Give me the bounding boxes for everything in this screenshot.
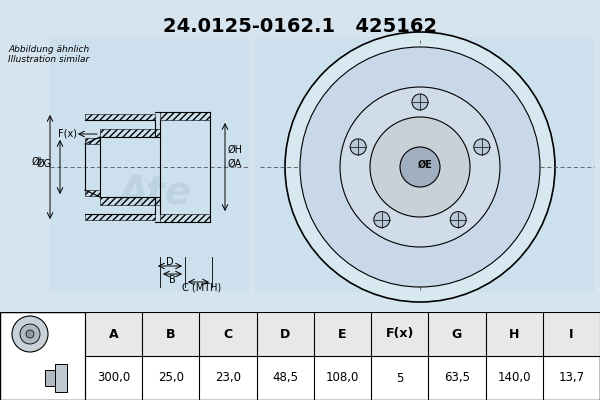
- Text: 23,0: 23,0: [215, 372, 241, 384]
- Text: 13,7: 13,7: [559, 372, 584, 384]
- Circle shape: [12, 316, 48, 352]
- Text: Ate: Ate: [378, 160, 462, 204]
- Text: ØA: ØA: [228, 159, 242, 169]
- Text: Illustration similar: Illustration similar: [8, 56, 89, 64]
- Circle shape: [340, 87, 500, 247]
- Circle shape: [350, 139, 366, 155]
- Text: I: I: [569, 328, 574, 340]
- Circle shape: [412, 94, 428, 110]
- Bar: [50, 37, 250, 292]
- Circle shape: [374, 212, 390, 228]
- Text: F(x): F(x): [58, 129, 77, 139]
- Text: ØG: ØG: [37, 159, 52, 169]
- Bar: [45, 370, 55, 386]
- Circle shape: [26, 330, 34, 338]
- Bar: [160, 214, 210, 222]
- Text: B: B: [166, 328, 176, 340]
- Bar: [255, 37, 595, 292]
- Bar: [85, 138, 100, 144]
- Text: B: B: [169, 275, 175, 285]
- Text: D: D: [166, 257, 174, 267]
- Text: G: G: [452, 328, 462, 340]
- Text: C: C: [223, 328, 233, 340]
- Text: Ate: Ate: [119, 173, 191, 211]
- Text: ØE: ØE: [418, 160, 433, 170]
- Bar: [100, 129, 160, 137]
- Text: ØI: ØI: [32, 157, 42, 167]
- Text: 5: 5: [396, 372, 403, 384]
- Text: 48,5: 48,5: [272, 372, 298, 384]
- Text: 63,5: 63,5: [444, 372, 470, 384]
- Text: A: A: [109, 328, 118, 340]
- Text: ØH: ØH: [228, 145, 243, 155]
- Text: 300,0: 300,0: [97, 372, 130, 384]
- Circle shape: [20, 324, 40, 344]
- Bar: [85, 190, 100, 196]
- Text: H: H: [509, 328, 520, 340]
- Text: 24.0125-0162.1   425162: 24.0125-0162.1 425162: [163, 18, 437, 36]
- Circle shape: [450, 212, 466, 228]
- Bar: [85, 214, 155, 220]
- Text: 108,0: 108,0: [326, 372, 359, 384]
- Circle shape: [370, 117, 470, 217]
- Text: 140,0: 140,0: [497, 372, 531, 384]
- Text: C (MTH): C (MTH): [182, 283, 221, 293]
- Circle shape: [300, 47, 540, 287]
- Text: 25,0: 25,0: [158, 372, 184, 384]
- Text: D: D: [280, 328, 290, 340]
- Bar: [85, 114, 155, 120]
- Text: F(x): F(x): [386, 328, 414, 340]
- Circle shape: [474, 139, 490, 155]
- Bar: [100, 197, 160, 205]
- Circle shape: [285, 32, 555, 302]
- Bar: [55, 364, 67, 392]
- Bar: [85, 312, 600, 356]
- Text: E: E: [338, 328, 347, 340]
- Text: Abbildung ähnlich: Abbildung ähnlich: [8, 46, 89, 54]
- Circle shape: [400, 147, 440, 187]
- Bar: [160, 112, 210, 120]
